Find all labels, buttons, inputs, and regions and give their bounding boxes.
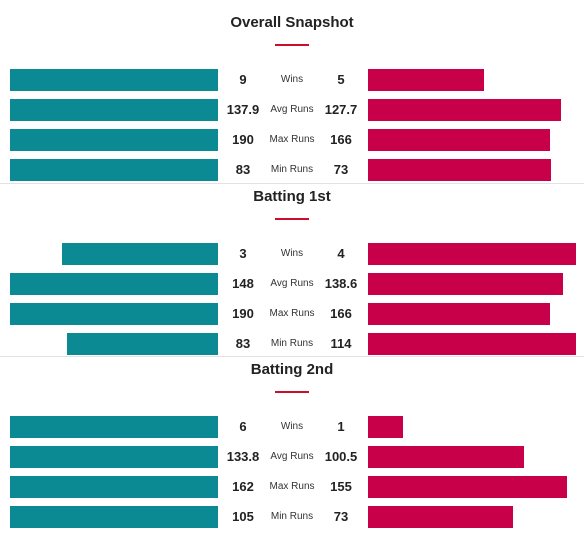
metric-label: Max Runs — [269, 481, 315, 492]
row-min-runs: 83 Min Runs 73 — [0, 159, 584, 181]
section-title: Batting 1st — [253, 188, 331, 205]
value-team-2: 73 — [333, 509, 349, 524]
bar-team-2 — [368, 69, 484, 91]
metric-label: Wins — [280, 421, 304, 432]
bar-team-1 — [62, 243, 218, 265]
title-underline — [275, 218, 309, 220]
value-team-2: 114 — [330, 336, 352, 351]
metric-label: Wins — [280, 74, 304, 85]
value-team-1: 190 — [232, 132, 254, 147]
value-team-1: 83 — [235, 162, 251, 177]
row-avg-runs: 137.9 Avg Runs 127.7 — [0, 99, 584, 121]
value-team-2: 5 — [337, 72, 345, 87]
metric-label: Max Runs — [269, 134, 315, 145]
metric-label: Min Runs — [270, 511, 314, 522]
value-team-1: 137.9 — [226, 102, 260, 117]
value-team-1: 3 — [239, 246, 247, 261]
bar-team-1 — [10, 273, 218, 295]
row-wins: 6 Wins 1 — [0, 416, 584, 438]
bar-team-1 — [10, 446, 218, 468]
metric-label: Avg Runs — [270, 451, 314, 462]
value-team-2: 166 — [330, 132, 352, 147]
metric-label: Max Runs — [269, 308, 315, 319]
row-avg-runs: 148 Avg Runs 138.6 — [0, 273, 584, 295]
section-divider — [0, 183, 584, 184]
bar-team-2 — [368, 303, 550, 325]
metric-label: Avg Runs — [270, 278, 314, 289]
metric-label: Min Runs — [270, 338, 314, 349]
bar-team-1 — [10, 99, 218, 121]
value-team-1: 9 — [239, 72, 247, 87]
value-team-2: 1 — [337, 419, 345, 434]
row-max-runs: 162 Max Runs 155 — [0, 476, 584, 498]
bar-team-2 — [368, 99, 561, 121]
value-team-2: 4 — [337, 246, 345, 261]
value-team-1: 162 — [232, 479, 254, 494]
title-underline — [275, 44, 309, 46]
section-overall-snapshot: Overall Snapshot 9 Wins 5 137.9 Avg Runs 127.7… — [0, 14, 584, 184]
value-team-1: 105 — [232, 509, 254, 524]
value-team-2: 127.7 — [324, 102, 358, 117]
value-team-1: 83 — [235, 336, 251, 351]
value-team-1: 148 — [232, 276, 254, 291]
bar-team-1 — [10, 416, 218, 438]
section-divider — [0, 356, 584, 357]
value-team-1: 6 — [239, 419, 247, 434]
bar-team-2 — [368, 446, 525, 468]
bar-team-1 — [10, 506, 218, 528]
row-avg-runs: 133.8 Avg Runs 100.5 — [0, 446, 584, 468]
metric-label: Avg Runs — [270, 104, 314, 115]
title-underline — [275, 391, 309, 393]
row-min-runs: 105 Min Runs 73 — [0, 506, 584, 528]
value-team-2: 166 — [330, 306, 352, 321]
row-min-runs: 83 Min Runs 114 — [0, 333, 584, 355]
bar-team-1 — [10, 129, 218, 151]
bar-team-2 — [368, 243, 576, 265]
bar-team-1 — [10, 69, 218, 91]
value-team-2: 155 — [330, 479, 352, 494]
bar-team-1 — [66, 333, 218, 355]
value-team-2: 73 — [333, 162, 349, 177]
section-batting-2nd: Batting 2nd 6 Wins 1 133.8 Avg Runs 100.5 162 Ma… — [0, 361, 584, 531]
bar-team-1 — [10, 476, 218, 498]
bar-team-2 — [368, 476, 567, 498]
bar-team-2 — [368, 273, 563, 295]
bar-team-2 — [368, 416, 403, 438]
row-wins: 3 Wins 4 — [0, 243, 584, 265]
value-team-2: 100.5 — [324, 449, 358, 464]
bar-team-1 — [10, 303, 218, 325]
bar-team-2 — [368, 333, 576, 355]
section-batting-1st: Batting 1st 3 Wins 4 148 Avg Runs 138.6 190 Max … — [0, 188, 584, 358]
bar-team-2 — [368, 159, 551, 181]
metric-label: Wins — [280, 248, 304, 259]
value-team-1: 190 — [232, 306, 254, 321]
bar-team-2 — [368, 506, 513, 528]
value-team-2: 138.6 — [324, 276, 358, 291]
metric-label: Min Runs — [270, 164, 314, 175]
bar-team-1 — [10, 159, 218, 181]
value-team-1: 133.8 — [226, 449, 260, 464]
row-max-runs: 190 Max Runs 166 — [0, 129, 584, 151]
row-wins: 9 Wins 5 — [0, 69, 584, 91]
row-max-runs: 190 Max Runs 166 — [0, 303, 584, 325]
bar-team-2 — [368, 129, 550, 151]
section-title: Batting 2nd — [250, 361, 334, 378]
section-title: Overall Snapshot — [230, 14, 354, 31]
